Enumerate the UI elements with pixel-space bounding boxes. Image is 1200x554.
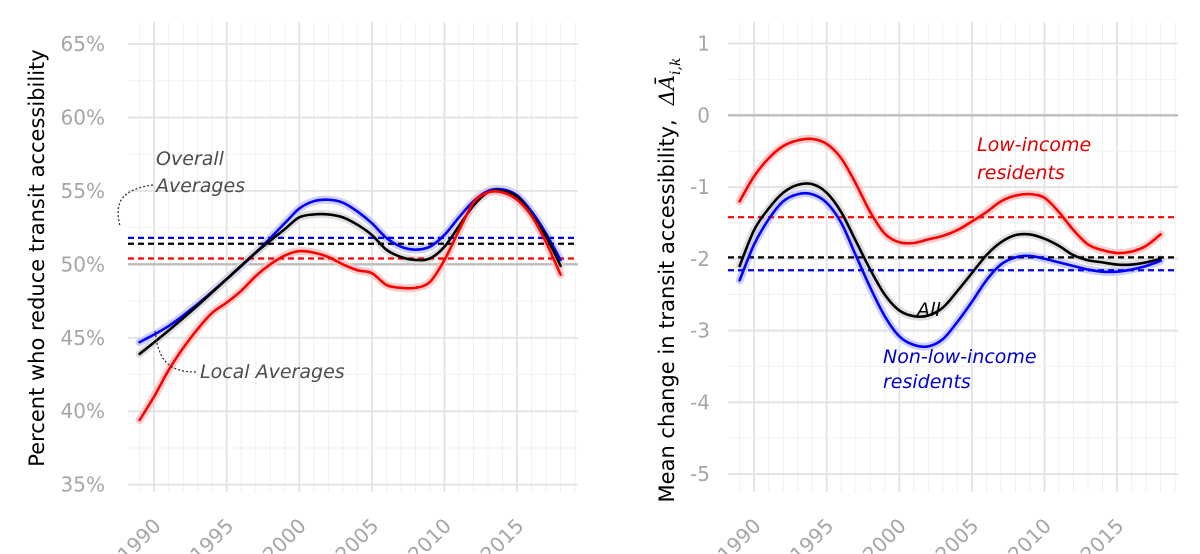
y-tick-label: -2 (690, 247, 710, 271)
local-averages-label: Local Averages (200, 361, 345, 383)
x-tick-label: 2000 (858, 514, 911, 554)
y-tick-label: -1 (690, 175, 710, 199)
right-x-tick-labels: 1990 1995 2000 2005 2010 2015 (713, 514, 1129, 554)
right-chart-panel: -5 -4 -3 -2 -1 0 1 1990 1995 2000 2005 2010 2015 Me… (655, 22, 1178, 554)
right-y-axis-label-subscript: i,k (668, 58, 684, 75)
overall-averages-label-line2: Averages (154, 175, 245, 197)
left-average-lines (128, 236, 578, 260)
low-income-label-line1: Low-income (977, 134, 1091, 156)
y-tick-label: -5 (690, 462, 710, 486)
series-line (738, 191, 1162, 349)
y-tick-label: 50% (61, 252, 105, 276)
x-tick-label: 2000 (258, 514, 311, 554)
left-x-tick-labels: 1990 1995 2000 2005 2010 2015 (113, 514, 529, 554)
non-low-income-label-line1: Non-low-income (883, 346, 1037, 368)
left-annotations: Overall Averages Local Averages (117, 148, 345, 383)
low-income-label-line2: residents (977, 162, 1065, 184)
y-tick-label: 65% (61, 32, 105, 56)
y-tick-label: -3 (690, 319, 710, 343)
x-tick-label: 1990 (113, 514, 166, 554)
y-tick-label: 0 (697, 103, 710, 127)
x-tick-label: 2010 (403, 514, 456, 554)
left-y-tick-labels: 35% 40% 45% 50% 55% 60% 65% (61, 32, 105, 497)
y-tick-label: -4 (690, 390, 710, 414)
right-y-axis-label-text: Mean change in transit accessibility, (655, 119, 679, 502)
y-tick-label: 45% (61, 326, 105, 350)
right-annotations: Low-income residents All Non-low-income … (883, 134, 1091, 393)
x-tick-label: 1995 (185, 514, 238, 554)
right-y-tick-labels: -5 -4 -3 -2 -1 0 1 (690, 32, 710, 487)
x-tick-label: 2015 (476, 514, 529, 554)
right-series-lines (738, 137, 1162, 349)
x-tick-label: 1995 (785, 514, 838, 554)
left-series-lines (138, 187, 562, 422)
series-line (738, 137, 1162, 255)
right-y-axis-label-symbol: ΔĀ (655, 75, 679, 106)
right-y-axis-label: Mean change in transit accessibility, ΔĀi… (655, 58, 684, 503)
y-tick-label: 40% (61, 399, 105, 423)
series-line (138, 189, 562, 356)
x-tick-label: 1990 (713, 514, 766, 554)
all-label: All (915, 299, 941, 321)
overall-averages-pointer (117, 184, 154, 227)
x-tick-label: 2010 (1003, 514, 1056, 554)
svg-text:Mean change in transit accessi: Mean change in transit accessibility, ΔĀi… (655, 58, 684, 503)
series-line (738, 182, 1162, 319)
series-ribbon (135, 186, 565, 358)
series-line (138, 189, 562, 422)
non-low-income-label-line2: residents (883, 371, 971, 393)
left-grid (128, 22, 578, 492)
x-tick-label: 2005 (330, 514, 383, 554)
left-y-axis-label: Percent who reduce transit accessibility (25, 49, 49, 466)
left-chart-panel: 35% 40% 45% 50% 55% 60% 65% 1990 1995 2000 2005 20… (25, 22, 578, 554)
y-tick-label: 55% (61, 179, 105, 203)
right-ribbons (735, 134, 1165, 351)
overall-averages-label-line1: Overall (156, 148, 225, 170)
y-tick-label: 1 (697, 32, 710, 56)
y-tick-label: 60% (61, 105, 105, 129)
y-tick-label: 35% (61, 473, 105, 497)
left-ribbons (135, 185, 565, 425)
right-average-lines (728, 216, 1178, 272)
x-tick-label: 2015 (1076, 514, 1129, 554)
x-tick-label: 2005 (930, 514, 983, 554)
